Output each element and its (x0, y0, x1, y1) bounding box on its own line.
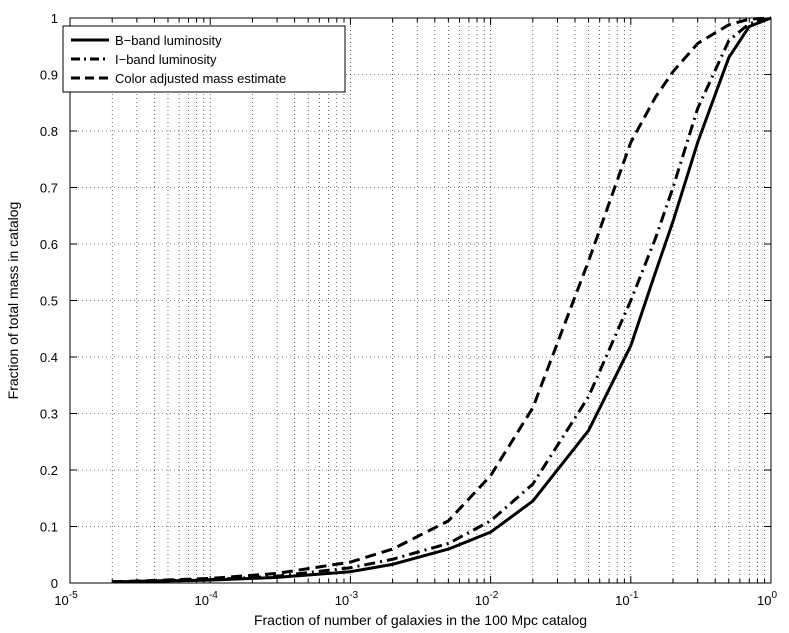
x-tick-label: 10-2 (475, 590, 499, 608)
series-lines (112, 16, 772, 584)
series-line-3 (112, 16, 772, 584)
y-tick-label: 0.5 (40, 294, 58, 309)
y-tick-label: 0.1 (40, 520, 58, 535)
x-tick-label: 100 (757, 590, 777, 608)
y-tick-label: 0.7 (40, 181, 58, 196)
y-tick-label: 0.6 (40, 237, 58, 252)
x-tick-label: 10-4 (195, 590, 219, 608)
y-tick-label: 0.9 (40, 68, 58, 83)
axis-ticks: 10-5 10-4 10-3 10-2 10-1 100 0 0.1 0.2 0.3 0.4 0.5 0… (40, 11, 778, 608)
series-line-2 (112, 16, 772, 584)
legend-box (62, 25, 346, 93)
legend-label-1: B−band luminosity (115, 33, 222, 48)
x-tick-label: 10-1 (615, 590, 639, 608)
legend-label-3: Color adjusted mass estimate (115, 71, 286, 86)
x-tick-label: 10-3 (335, 590, 359, 608)
y-tick-label: 0.8 (40, 124, 58, 139)
y-tick-label: 0.4 (40, 350, 58, 365)
legend-label-2: I−band luminosity (115, 52, 217, 67)
series-line-1 (112, 16, 772, 584)
y-tick-label: 0 (51, 576, 58, 591)
legend: B−band luminosity I−band luminosity Color … (62, 25, 346, 93)
y-tick-label: 0.2 (40, 463, 58, 478)
y-tick-label: 1 (51, 11, 58, 26)
x-tick-label: 10-5 (54, 590, 78, 608)
y-axis-label: Fraction of total mass in catalog (5, 202, 21, 400)
y-tick-label: 0.3 (40, 407, 58, 422)
x-axis-label: Fraction of number of galaxies in the 10… (254, 612, 587, 628)
